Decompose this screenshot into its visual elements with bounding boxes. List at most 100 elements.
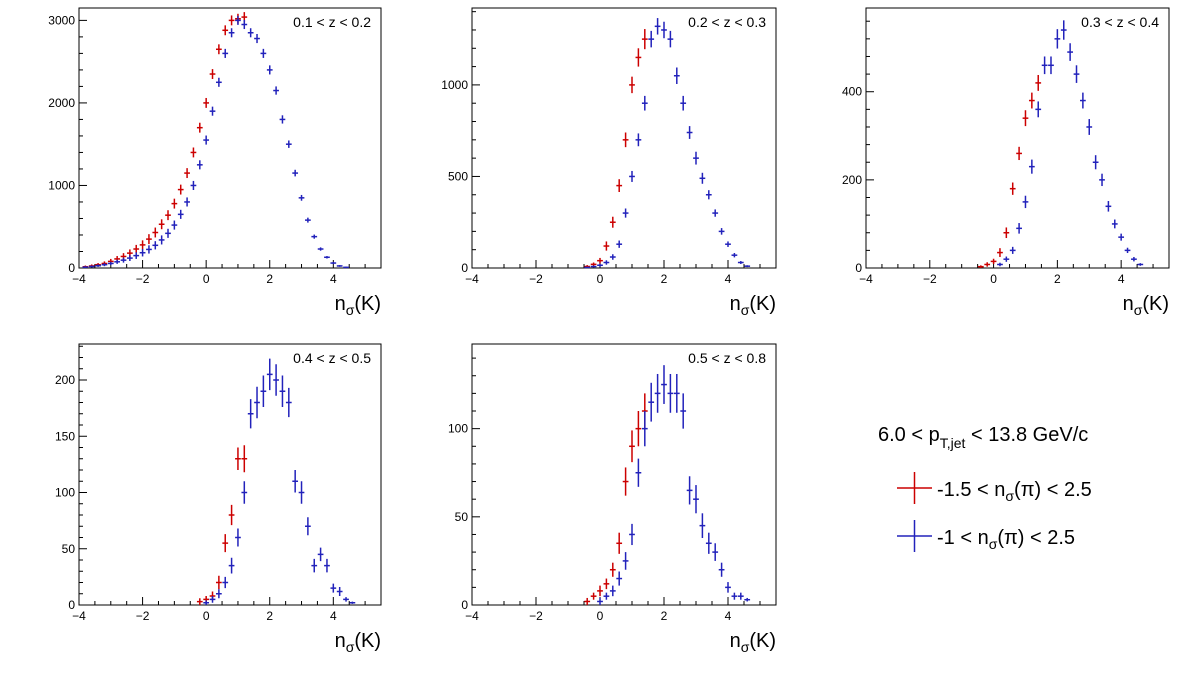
data-point: [1092, 155, 1099, 170]
data-point: [635, 411, 642, 447]
data-point: [609, 254, 616, 260]
x-tick-label: 0: [203, 609, 210, 623]
data-point: [1124, 247, 1131, 254]
data-point: [165, 228, 171, 238]
data-point: [266, 65, 273, 75]
x-tick-label: −4: [465, 609, 479, 623]
data-point: [699, 172, 706, 184]
data-point: [629, 76, 635, 94]
data-point: [254, 386, 260, 419]
x-tick-label: 4: [1118, 272, 1125, 286]
data-point: [152, 241, 159, 250]
data-point: [1111, 219, 1118, 229]
data-point: [603, 241, 610, 251]
data-point: [680, 393, 687, 429]
data-point: [673, 67, 680, 84]
data-point: [1016, 223, 1022, 234]
data-point: [95, 264, 101, 267]
x-tick-label: 0: [597, 609, 604, 623]
data-point: [196, 598, 203, 605]
legend-label-blue: -1 < nσ(π) < 2.5: [937, 527, 1075, 552]
panel-annotation: 0.3 < z < 0.4: [1081, 14, 1159, 30]
legend: 6.0 < pT,jet < 13.8 GeV/c -1.5 < nσ(π) <…: [878, 424, 1092, 552]
data-point: [165, 210, 171, 221]
data-point: [82, 266, 89, 268]
data-point: [1035, 101, 1042, 118]
data-point: [590, 262, 597, 267]
data-point: [292, 470, 299, 493]
plot-frame: [78, 7, 382, 269]
data-point: [977, 265, 984, 268]
data-point: [737, 592, 744, 600]
x-axis-label: nσ(K): [730, 293, 776, 318]
data-point: [1054, 29, 1061, 49]
data-point: [285, 387, 292, 418]
panel-annotation: 0.2 < z < 0.3: [688, 14, 766, 30]
data-point: [1086, 119, 1093, 135]
data-point: [616, 571, 623, 586]
data-point: [228, 28, 235, 38]
y-tick-label: 0: [461, 261, 468, 275]
x-tick-label: 2: [661, 609, 668, 623]
data-point: [260, 48, 267, 58]
panel-annotation: 0.5 < z < 0.8: [688, 350, 766, 366]
data-point: [1028, 159, 1035, 174]
data-point: [693, 485, 699, 514]
data-point: [247, 28, 254, 38]
data-point: [279, 115, 286, 124]
data-point: [228, 504, 235, 526]
legend-entry-blue: -1 < nσ(π) < 2.5: [897, 520, 1075, 552]
data-point: [1131, 256, 1137, 262]
data-point: [241, 19, 248, 30]
x-tick-label: −2: [923, 272, 937, 286]
data-point: [622, 208, 629, 218]
y-tick-label: 0: [855, 261, 862, 275]
data-point: [222, 48, 229, 58]
data-point: [629, 170, 635, 182]
x-tick-label: 4: [330, 609, 337, 623]
x-tick-label: 2: [1054, 272, 1061, 286]
data-point: [616, 240, 623, 248]
data-point: [216, 44, 222, 55]
data-point: [693, 151, 699, 165]
data-point: [158, 219, 165, 230]
data-point: [1003, 256, 1010, 262]
series-red: [584, 29, 648, 268]
data-point: [146, 245, 152, 254]
data-point: [273, 86, 279, 95]
x-axis-label: nσ(K): [335, 293, 381, 318]
data-point: [349, 601, 356, 604]
data-point: [88, 265, 95, 268]
data-point: [718, 228, 725, 235]
legend-title: 6.0 < pT,jet < 13.8 GeV/c: [878, 424, 1088, 451]
plot-frame: [865, 7, 1170, 269]
data-point: [997, 248, 1003, 257]
data-point: [705, 190, 712, 200]
y-tick-label: 500: [448, 169, 468, 183]
data-point: [241, 481, 248, 504]
y-tick-label: 1000: [441, 78, 468, 92]
data-point: [629, 523, 635, 546]
data-point: [744, 597, 751, 602]
data-point: [705, 532, 712, 554]
data-point: [209, 596, 216, 603]
data-point: [330, 583, 337, 593]
data-point: [216, 589, 222, 599]
y-tick-label: 400: [842, 85, 862, 99]
data-point: [228, 15, 235, 26]
data-point: [235, 447, 241, 470]
data-point: [317, 547, 324, 562]
x-tick-label: −2: [529, 609, 543, 623]
y-tick-label: 2000: [48, 96, 75, 110]
data-point: [584, 266, 591, 269]
data-point: [673, 373, 680, 413]
y-tick-label: 100: [55, 486, 75, 500]
plot-frame: [471, 7, 777, 269]
data-point: [1118, 233, 1125, 241]
y-tick-label: 50: [62, 542, 76, 556]
data-point: [266, 358, 273, 391]
data-point: [133, 244, 140, 254]
panel-1: −4 −2 0 2 4 0 1000 2000 3000 0.1 < z < 0.2 nσ(K): [48, 7, 382, 318]
series-red: [82, 12, 248, 268]
